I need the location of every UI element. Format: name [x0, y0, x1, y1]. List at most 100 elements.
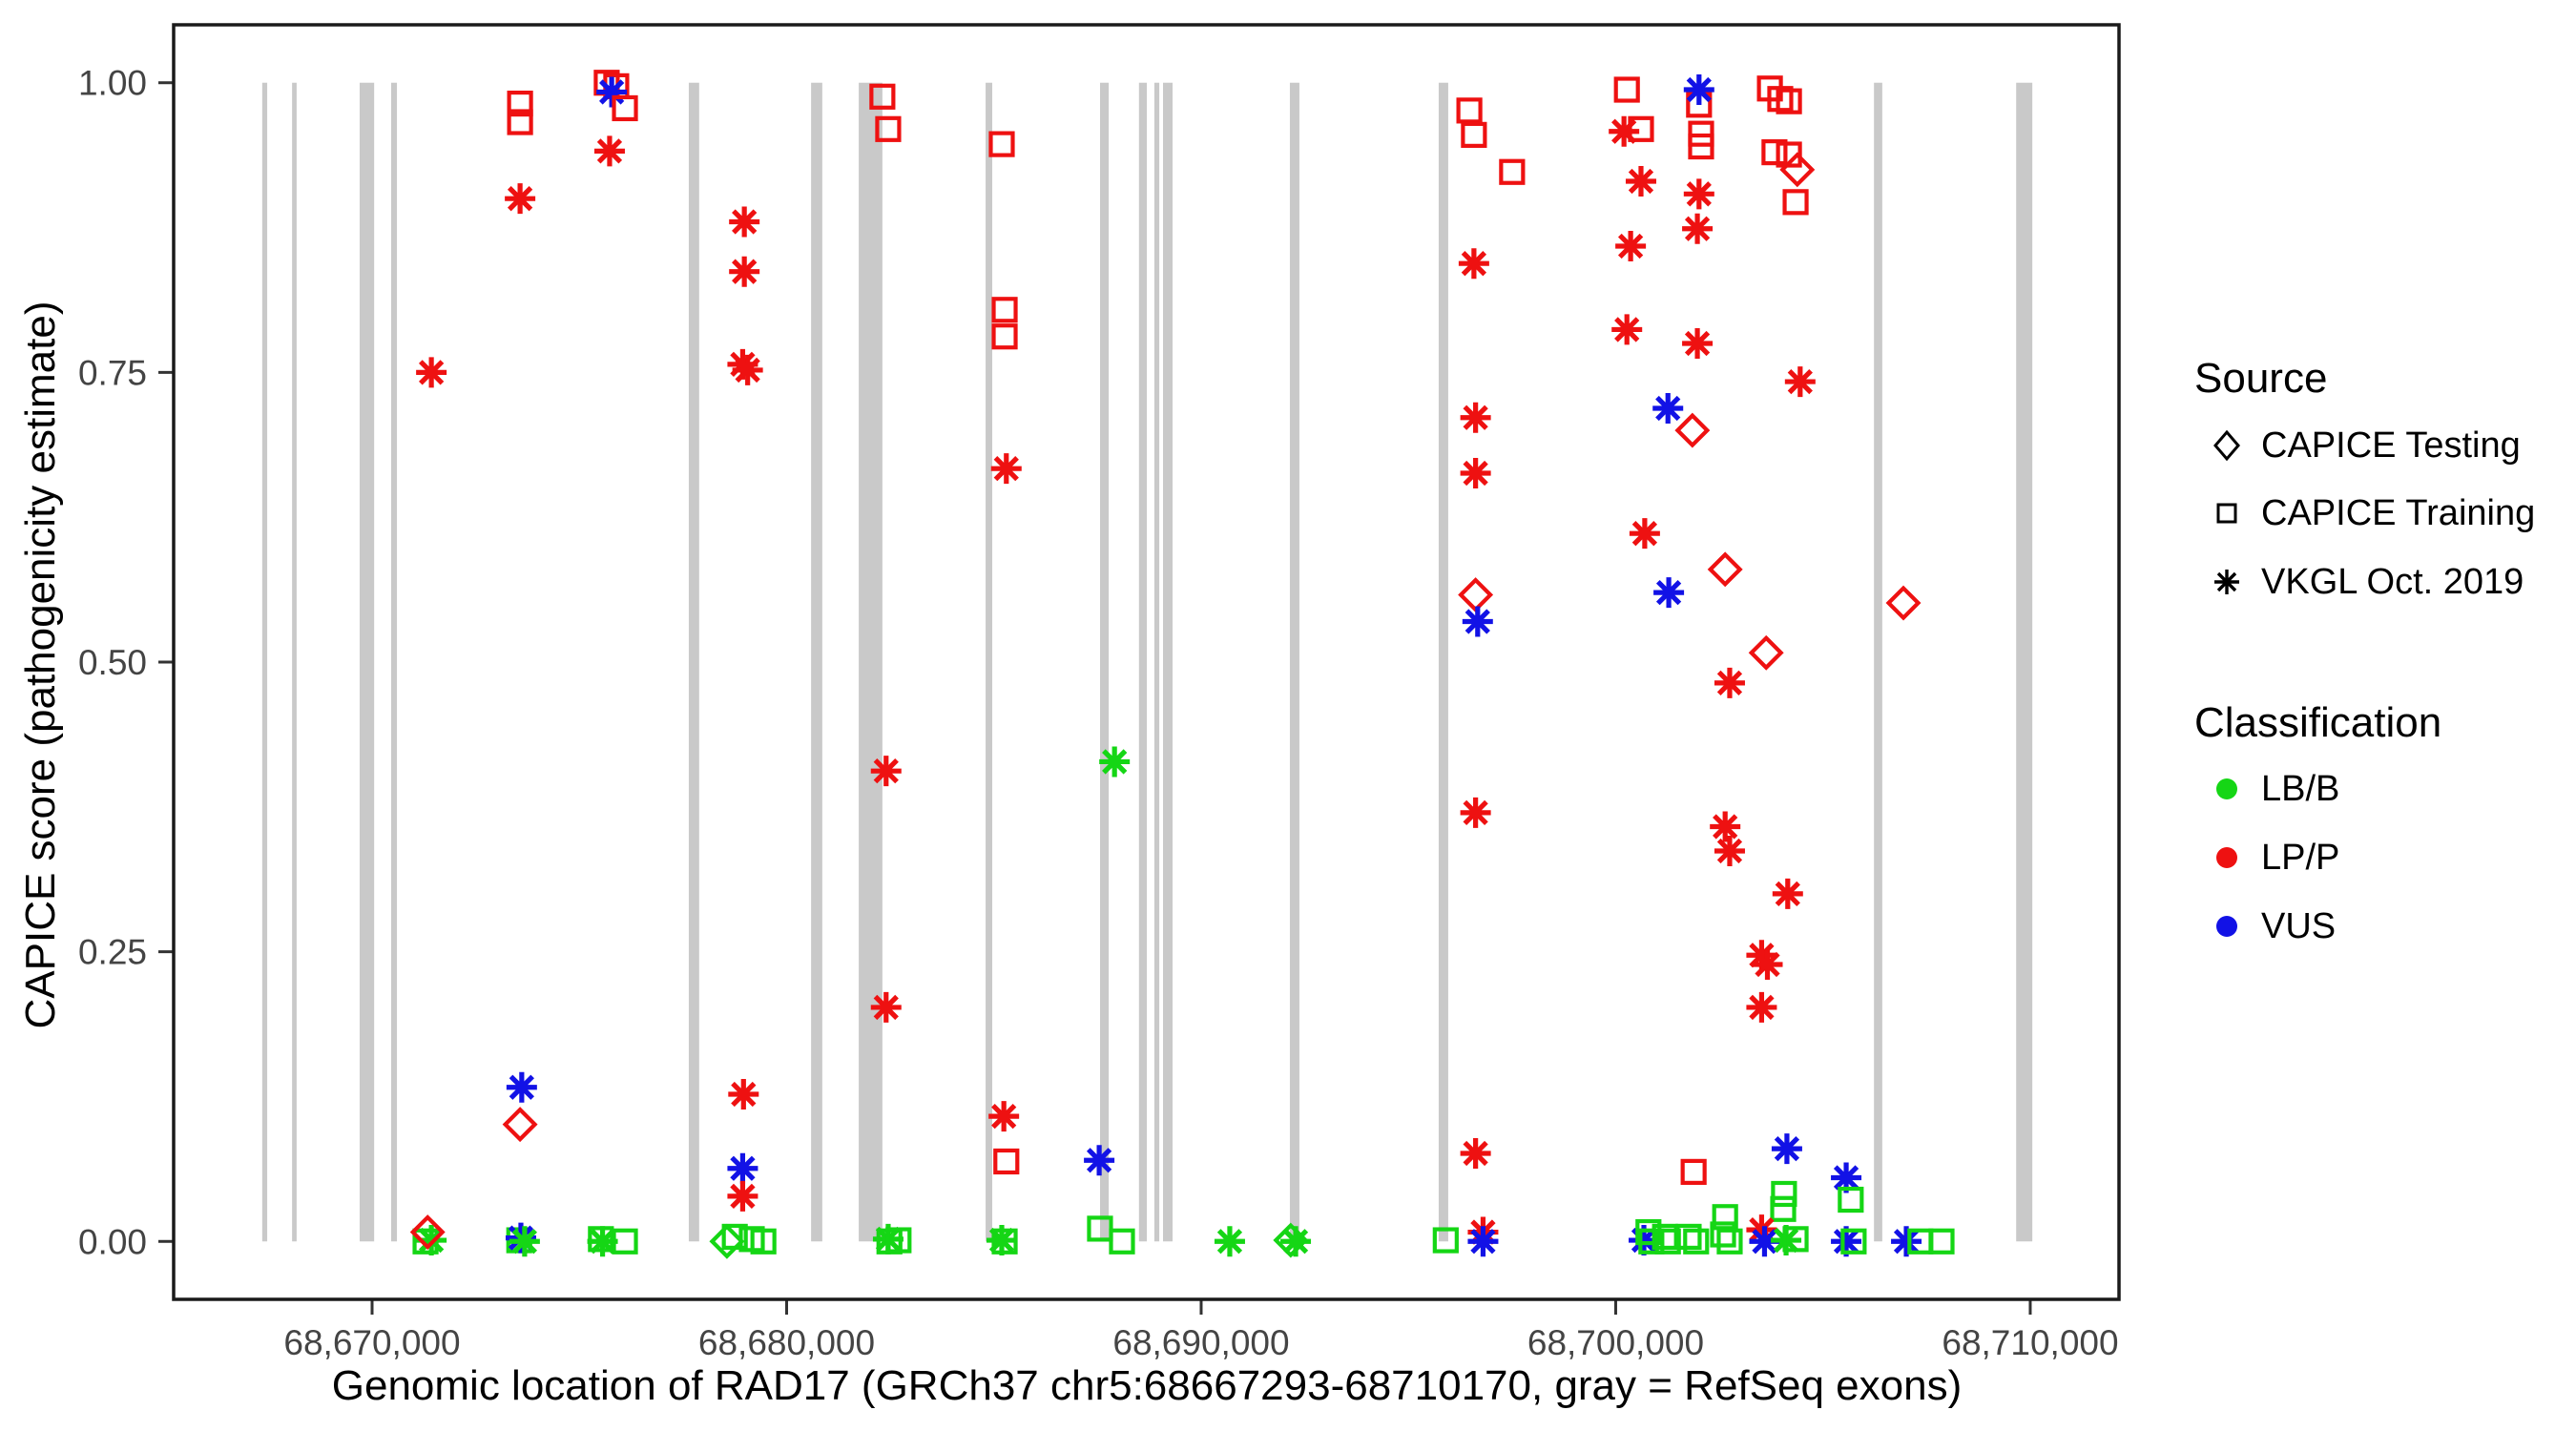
- data-point: [612, 1228, 638, 1255]
- data-point: [1772, 878, 1803, 909]
- data-point: [509, 1226, 540, 1257]
- legend-item-label: LP/P: [2261, 837, 2340, 878]
- data-point: [1432, 1227, 1459, 1254]
- data-point: [1831, 1162, 1862, 1193]
- data-point: [1840, 1228, 1867, 1255]
- exon-bar: [1163, 82, 1174, 1242]
- data-point: [1628, 115, 1654, 142]
- legend-item-capice-testing: CAPICE Testing: [2206, 425, 2521, 467]
- data-point: [1682, 213, 1714, 244]
- exon-bar: [1874, 82, 1882, 1242]
- legend-item-lpp: LP/P: [2206, 837, 2339, 879]
- legend-item-label: LB/B: [2261, 768, 2340, 809]
- exon-bar: [390, 82, 398, 1242]
- exon-bar: [2016, 82, 2033, 1242]
- data-point: [1710, 1221, 1736, 1248]
- data-point: [1458, 248, 1489, 280]
- data-point: [1714, 835, 1745, 866]
- legend-item-vkgl: VKGL Oct. 2019: [2206, 561, 2524, 603]
- data-point: [1712, 1204, 1738, 1231]
- data-point: [1891, 1226, 1922, 1257]
- data-point: [1653, 577, 1685, 609]
- data-point: [409, 1214, 446, 1251]
- data-point: [1674, 412, 1711, 448]
- x-tick-label: 68,670,000: [283, 1323, 460, 1362]
- data-point: [729, 256, 760, 287]
- data-point: [1652, 393, 1684, 425]
- y-tick-label: 0.25: [78, 933, 147, 972]
- data-point: [1779, 152, 1816, 188]
- exon-bar: [1138, 82, 1148, 1242]
- legend-item-vus: VUS: [2206, 905, 2336, 947]
- data-point: [612, 94, 638, 122]
- exon-bar: [359, 82, 375, 1242]
- data-point: [991, 1228, 1018, 1255]
- data-point: [1609, 115, 1640, 147]
- data-point: [1716, 1228, 1743, 1255]
- data-point: [988, 1101, 1020, 1132]
- data-point: [870, 991, 902, 1023]
- x-tick-label: 68,710,000: [1942, 1323, 2118, 1362]
- data-point: [505, 183, 536, 215]
- data-point: [1675, 1223, 1702, 1251]
- data-point: [1460, 458, 1491, 489]
- data-point: [1615, 230, 1647, 261]
- data-point: [1748, 634, 1784, 671]
- data-point: [1782, 1226, 1809, 1253]
- exon-bar: [292, 82, 297, 1242]
- x-tick-label: 68,690,000: [1112, 1323, 1289, 1362]
- y-tick-label: 0.75: [78, 353, 147, 392]
- data-point: [1683, 74, 1714, 106]
- data-point: [1629, 1225, 1660, 1256]
- data-point: [1784, 366, 1816, 398]
- data-point: [727, 1152, 758, 1184]
- exon-bar: [688, 82, 699, 1242]
- circle-icon: [2206, 768, 2248, 810]
- data-point: [728, 1079, 759, 1110]
- data-point: [1460, 797, 1491, 828]
- data-point: [990, 453, 1022, 485]
- data-point: [1707, 551, 1743, 588]
- data-point: [869, 83, 896, 110]
- data-point: [1682, 328, 1714, 359]
- circle-icon: [2206, 837, 2248, 879]
- data-point: [1611, 314, 1643, 345]
- data-point: [709, 1223, 745, 1259]
- legend-item-lbb: LB/B: [2206, 768, 2339, 810]
- data-point: [1462, 606, 1493, 637]
- data-point: [875, 115, 902, 142]
- data-point: [593, 135, 625, 167]
- data-point: [1613, 76, 1640, 103]
- data-point: [1746, 1214, 1777, 1246]
- legend-item-capice-training: CAPICE Training: [2206, 492, 2535, 534]
- exon-bar: [1289, 82, 1299, 1242]
- data-point: [1460, 402, 1491, 433]
- legend-item-label: VUS: [2261, 905, 2337, 946]
- exon-bar: [1099, 82, 1110, 1242]
- legend-source-title: Source: [2194, 355, 2328, 402]
- legend-item-label: CAPICE Training: [2261, 492, 2536, 533]
- y-axis-title: CAPICE score (pathogenicity estimate): [17, 301, 64, 1029]
- data-point: [1767, 86, 1794, 113]
- exon-bar: [1153, 82, 1160, 1242]
- data-point: [1683, 178, 1714, 210]
- legend-classification-title: Classification: [2194, 699, 2442, 746]
- circle-icon: [2206, 905, 2248, 947]
- data-point: [1629, 518, 1660, 550]
- data-point: [507, 109, 533, 135]
- x-tick-label: 68,700,000: [1527, 1323, 1704, 1362]
- square-icon: [2206, 492, 2248, 534]
- data-point: [1746, 991, 1777, 1023]
- data-point: [991, 297, 1018, 323]
- data-point: [1838, 1186, 1864, 1213]
- data-point: [732, 354, 763, 385]
- diamond-icon: [2206, 425, 2248, 467]
- data-point: [1782, 189, 1809, 216]
- data-point: [502, 1107, 538, 1143]
- data-point: [1752, 948, 1783, 980]
- data-point: [1710, 811, 1741, 842]
- data-point: [727, 1180, 758, 1212]
- data-point: [1885, 585, 1922, 621]
- data-point: [1776, 88, 1802, 114]
